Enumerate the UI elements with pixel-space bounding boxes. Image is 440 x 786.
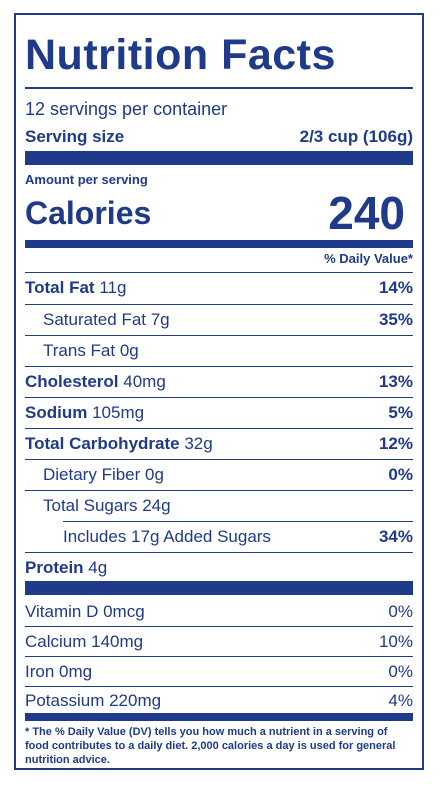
- total-carbohydrate-dv: 12%: [378, 434, 413, 453]
- saturated-fat-label: Saturated Fat 7g: [43, 310, 170, 329]
- divider: [63, 521, 413, 522]
- footnote: * The % Daily Value (DV) tells you how m…: [25, 726, 396, 766]
- sodium-dv: 5%: [388, 403, 413, 422]
- trans-fat-row: Trans Fat 0g: [25, 336, 413, 365]
- potassium-label: Potassium 220mg: [25, 691, 162, 710]
- total-sugars-row: Total Sugars 24g: [25, 491, 413, 520]
- total-fat-amount: 11g: [99, 278, 127, 297]
- dietary-fiber-label: Dietary Fiber 0g: [43, 465, 164, 484]
- thick-divider-bottom: [25, 713, 413, 721]
- calcium-dv: 10%: [378, 632, 413, 651]
- divider: [25, 397, 413, 398]
- protein-amount: 4g: [88, 558, 108, 577]
- sodium-amount: 105mg: [92, 403, 145, 422]
- thick-divider-top: [25, 151, 413, 165]
- calories-row: Calories 240: [25, 185, 413, 239]
- thick-divider-calories: [25, 240, 413, 248]
- total-sugars-label: Total Sugars 24g: [43, 496, 171, 515]
- saturated-fat-row: Saturated Fat 7g 35%: [25, 305, 413, 334]
- servings-per-container: 12 servings per container: [25, 99, 228, 119]
- potassium-row: Potassium 220mg 4%: [25, 686, 413, 715]
- vitamin-d-row: Vitamin D 0mcg 0%: [25, 597, 413, 626]
- title-divider: [25, 87, 413, 89]
- total-fat-label: Total Fat: [25, 278, 95, 297]
- iron-dv: 0%: [388, 662, 413, 681]
- label-content: Nutrition Facts 12 servings per containe…: [25, 15, 413, 768]
- sodium-label: Sodium: [25, 403, 88, 422]
- divider: [25, 272, 413, 273]
- calcium-row: Calcium 140mg 10%: [25, 627, 413, 656]
- serving-size-value: 2/3 cup (106g): [299, 127, 413, 146]
- calcium-label: Calcium 140mg: [25, 632, 144, 651]
- vitamin-d-dv: 0%: [388, 602, 413, 621]
- amount-per-serving: Amount per serving: [25, 172, 148, 187]
- total-fat-dv: 14%: [378, 278, 413, 297]
- divider: [25, 459, 413, 460]
- total-fat-row: Total Fat 11g 14%: [25, 273, 413, 302]
- nutrition-label: Nutrition Facts 12 servings per containe…: [14, 13, 424, 770]
- daily-value-header: % Daily Value*: [324, 251, 413, 266]
- iron-row: Iron 0mg 0%: [25, 657, 413, 686]
- iron-label: Iron 0mg: [25, 662, 93, 681]
- label-title: Nutrition Facts: [25, 31, 336, 79]
- thick-divider-vitamins: [25, 581, 413, 595]
- trans-fat-label: Trans Fat 0g: [43, 341, 139, 360]
- divider: [25, 304, 413, 305]
- divider: [25, 686, 413, 687]
- divider: [25, 656, 413, 657]
- divider: [25, 490, 413, 491]
- total-carbohydrate-label: Total Carbohydrate: [25, 434, 180, 453]
- divider: [25, 335, 413, 336]
- vitamin-d-label: Vitamin D 0mcg: [25, 602, 145, 621]
- total-carbohydrate-row: Total Carbohydrate 32g 12%: [25, 429, 413, 458]
- added-sugars-dv: 34%: [378, 527, 413, 546]
- cholesterol-label: Cholesterol: [25, 372, 119, 391]
- saturated-fat-dv: 35%: [378, 310, 413, 329]
- daily-value-header-row: % Daily Value*: [25, 247, 413, 271]
- dietary-fiber-row: Dietary Fiber 0g 0%: [25, 460, 413, 489]
- cholesterol-row: Cholesterol 40mg 13%: [25, 367, 413, 396]
- calories-label: Calories: [25, 195, 152, 231]
- divider: [25, 428, 413, 429]
- potassium-dv: 4%: [388, 691, 413, 710]
- serving-size-row: Serving size 2/3 cup (106g): [25, 122, 413, 151]
- total-carbohydrate-amount: 32g: [184, 434, 213, 453]
- divider: [25, 366, 413, 367]
- cholesterol-amount: 40mg: [123, 372, 166, 391]
- cholesterol-dv: 13%: [378, 372, 413, 391]
- divider: [25, 552, 413, 553]
- calories-value: 240: [328, 187, 405, 239]
- protein-row: Protein 4g: [25, 553, 413, 582]
- protein-label: Protein: [25, 558, 84, 577]
- sodium-row: Sodium 105mg 5%: [25, 398, 413, 427]
- added-sugars-label: Includes 17g Added Sugars: [63, 527, 271, 546]
- serving-size-label: Serving size: [25, 127, 125, 146]
- added-sugars-row: Includes 17g Added Sugars 34%: [25, 522, 413, 551]
- dietary-fiber-dv: 0%: [388, 465, 413, 484]
- divider: [25, 626, 413, 627]
